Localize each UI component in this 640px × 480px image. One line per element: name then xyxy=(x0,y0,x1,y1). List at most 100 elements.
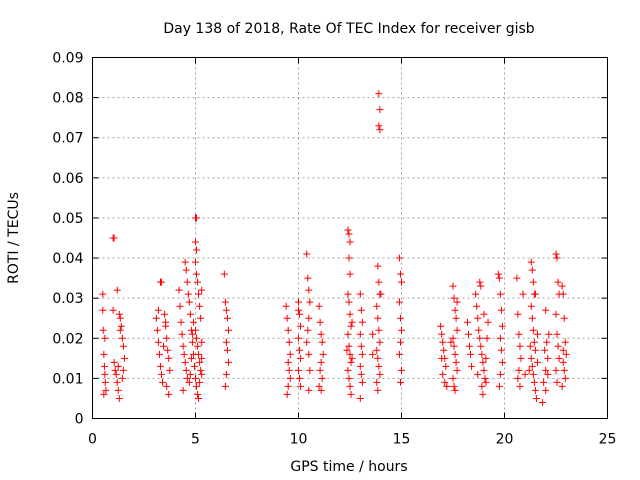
data-point xyxy=(474,370,482,378)
data-point xyxy=(186,370,194,378)
data-point xyxy=(533,330,541,338)
data-point xyxy=(114,362,122,370)
data-point xyxy=(315,382,323,390)
data-point xyxy=(114,386,122,394)
y-tick-label: 0.03 xyxy=(52,291,83,307)
data-point xyxy=(453,298,461,306)
data-point xyxy=(318,338,326,346)
data-point xyxy=(498,322,506,330)
data-point xyxy=(295,306,302,314)
data-point xyxy=(482,378,490,386)
data-point xyxy=(193,382,201,390)
data-point xyxy=(553,330,561,338)
data-point xyxy=(561,338,569,346)
data-point xyxy=(221,298,229,306)
data-point xyxy=(395,254,403,262)
data-point xyxy=(347,390,355,398)
data-point xyxy=(357,342,365,350)
data-point xyxy=(527,258,535,266)
data-point xyxy=(374,314,382,322)
data-point xyxy=(376,126,384,134)
data-point xyxy=(452,358,460,366)
data-point xyxy=(346,350,354,358)
data-point xyxy=(152,314,160,322)
x-tick-label: 0 xyxy=(88,432,97,448)
data-point xyxy=(449,282,457,290)
data-point xyxy=(303,250,311,258)
data-point xyxy=(185,298,193,306)
data-point xyxy=(558,382,566,390)
data-point xyxy=(374,386,382,394)
data-point xyxy=(450,382,458,390)
y-tick-label: 0.06 xyxy=(52,171,83,187)
data-point xyxy=(296,310,304,318)
data-point xyxy=(531,386,539,394)
data-point xyxy=(303,338,311,346)
data-point xyxy=(192,238,199,246)
data-point xyxy=(358,318,366,326)
data-point xyxy=(178,330,186,338)
data-point xyxy=(197,314,205,322)
data-point xyxy=(439,370,447,378)
data-point xyxy=(344,366,352,374)
data-point xyxy=(162,318,170,326)
data-point xyxy=(194,278,202,286)
data-point xyxy=(161,310,169,318)
x-tick-label: 5 xyxy=(191,432,200,448)
data-point xyxy=(192,258,199,266)
data-point xyxy=(558,282,566,290)
data-point xyxy=(369,330,377,338)
data-point xyxy=(561,374,569,382)
data-point xyxy=(516,342,524,350)
data-point xyxy=(375,362,383,370)
data-point xyxy=(373,378,381,386)
data-point xyxy=(447,338,455,346)
data-point xyxy=(475,326,483,334)
data-point xyxy=(472,290,480,298)
data-point xyxy=(317,330,325,338)
data-point xyxy=(398,366,405,374)
data-point xyxy=(109,306,117,314)
data-point xyxy=(297,322,305,330)
data-point xyxy=(375,90,383,98)
data-point xyxy=(468,362,476,370)
data-point xyxy=(375,278,383,286)
data-point xyxy=(396,378,404,386)
data-point xyxy=(496,334,504,342)
data-point xyxy=(154,338,162,346)
data-point xyxy=(193,334,201,342)
x-axis-label: GPS time / hours xyxy=(290,459,407,475)
data-point xyxy=(497,346,505,354)
data-point xyxy=(514,374,522,382)
data-point xyxy=(452,314,460,322)
data-point xyxy=(477,282,485,290)
y-tick-label: 0.04 xyxy=(52,251,83,267)
data-point xyxy=(375,326,383,334)
data-point xyxy=(347,358,355,366)
data-point xyxy=(297,354,305,362)
data-point xyxy=(295,298,302,306)
data-point xyxy=(373,302,381,310)
data-point xyxy=(369,350,377,358)
data-point xyxy=(450,294,458,302)
data-point xyxy=(529,370,537,378)
data-point xyxy=(180,350,188,358)
data-point xyxy=(344,290,352,298)
data-point xyxy=(165,354,173,362)
data-point xyxy=(189,318,197,326)
data-point xyxy=(398,326,405,334)
data-point xyxy=(315,302,323,310)
data-point xyxy=(222,338,230,346)
data-point xyxy=(559,346,567,354)
data-point xyxy=(527,302,535,310)
data-point xyxy=(519,290,527,298)
data-point xyxy=(100,390,108,398)
data-point xyxy=(181,258,189,266)
data-point xyxy=(533,358,541,366)
data-point xyxy=(196,302,204,310)
data-point xyxy=(182,266,190,274)
data-point xyxy=(356,330,364,338)
data-point xyxy=(111,366,119,374)
data-point xyxy=(195,350,203,358)
data-point xyxy=(119,366,127,374)
